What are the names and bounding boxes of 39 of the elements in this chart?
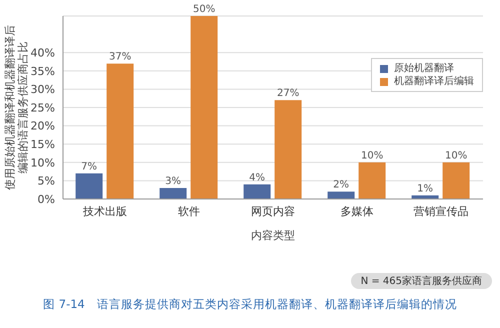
data-label: 27% xyxy=(276,88,300,100)
data-label: 1% xyxy=(417,183,434,194)
y-tick-label: 40% xyxy=(30,46,55,60)
bar xyxy=(106,64,134,199)
x-tick-label: 网页内容 xyxy=(251,204,295,218)
data-label: 3% xyxy=(165,176,182,188)
y-tick-label: 5% xyxy=(38,174,55,188)
bar xyxy=(160,188,187,199)
bar xyxy=(274,100,302,199)
bar xyxy=(358,162,386,199)
x-tick-label: 软件 xyxy=(178,204,200,218)
bar xyxy=(328,192,355,199)
bar xyxy=(244,184,271,199)
legend-label: 机器翻译译后编辑 xyxy=(394,75,474,88)
data-label: 4% xyxy=(249,172,266,184)
bar xyxy=(76,173,103,199)
x-tick-label: 多媒体 xyxy=(340,204,374,218)
data-label: 37% xyxy=(108,52,132,63)
bar xyxy=(190,16,218,199)
data-label: 10% xyxy=(444,150,468,162)
y-tick-label: 10% xyxy=(30,156,55,170)
data-label: 2% xyxy=(333,180,350,191)
x-tick-label: 技术出版 xyxy=(82,204,127,218)
data-label: 7% xyxy=(81,161,98,172)
bar xyxy=(442,162,470,199)
y-tick-label: 30% xyxy=(30,83,55,96)
x-axis-title: 内容类型 xyxy=(251,229,295,242)
y-tick-label: 0% xyxy=(38,192,55,206)
y-tick-label: 35% xyxy=(30,64,55,78)
y-tick-label: 15% xyxy=(30,138,55,152)
y-tick-label: 20% xyxy=(30,120,55,133)
text: 图 7-14 语言服务提供商对五类内容采用机器翻译、机器翻译译后编辑的情况 xyxy=(42,297,458,312)
y-axis-title: 使用原始机器翻译和机器翻译译后编辑的语言服务供应商占比 xyxy=(4,25,30,190)
data-label: 50% xyxy=(192,4,216,15)
x-tick-label: 营销宣传品 xyxy=(414,204,468,218)
text: N = 465家语言服务供应商 xyxy=(350,273,492,289)
legend-label: 原始机器翻译 xyxy=(394,62,454,75)
data-label: 10% xyxy=(360,150,384,162)
y-tick-label: 25% xyxy=(30,101,55,114)
